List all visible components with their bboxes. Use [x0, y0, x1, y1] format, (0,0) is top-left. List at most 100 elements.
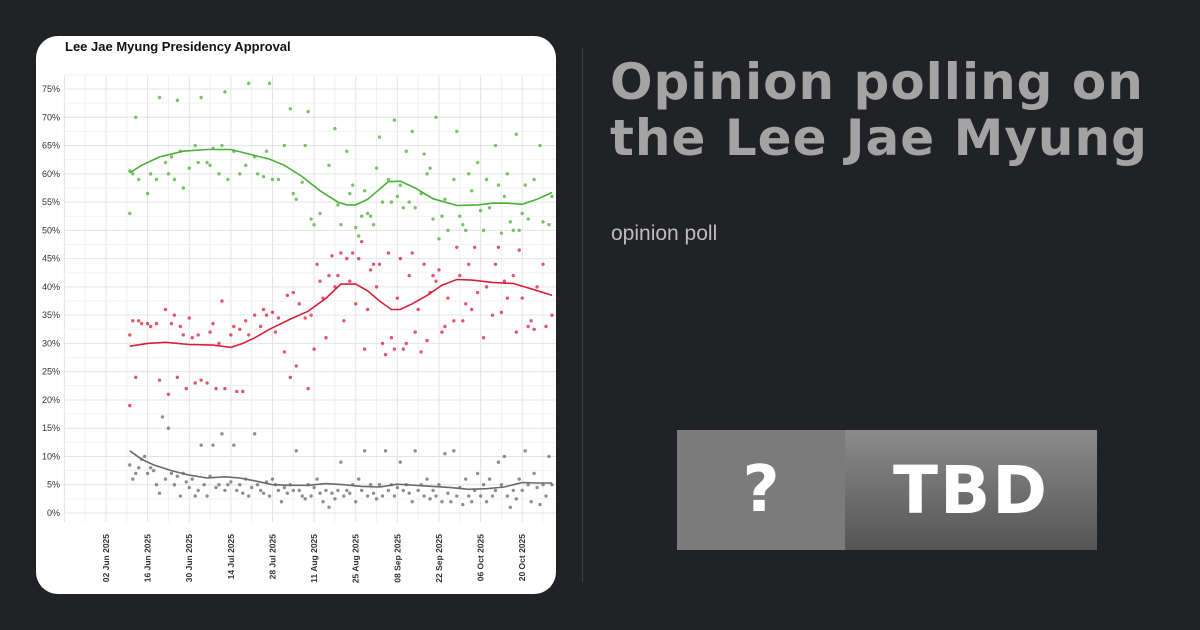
- poll-point: [535, 485, 539, 490]
- poll-point: [199, 95, 203, 100]
- poll-point: [455, 494, 459, 498]
- poll-point: [469, 189, 474, 193]
- poll-point: [407, 273, 411, 278]
- poll-point: [131, 319, 135, 323]
- poll-point: [467, 172, 471, 176]
- trend-line: [129, 450, 552, 491]
- poll-point: [502, 454, 507, 459]
- poll-point: [163, 307, 168, 312]
- poll-point: [547, 454, 551, 459]
- poll-point: [321, 499, 325, 504]
- poll-point: [392, 347, 397, 351]
- poll-point: [232, 443, 236, 447]
- poll-point: [128, 211, 132, 216]
- poll-point: [178, 494, 183, 498]
- poll-point: [184, 386, 188, 391]
- poll-point: [386, 488, 391, 493]
- poll-point: [535, 285, 539, 289]
- poll-point: [348, 491, 352, 495]
- poll-point: [365, 211, 370, 216]
- poll-point: [410, 129, 414, 134]
- poll-point: [377, 262, 382, 266]
- poll-point: [244, 163, 248, 168]
- poll-point: [374, 497, 379, 501]
- poll-point: [511, 488, 516, 493]
- poll-point: [205, 381, 209, 385]
- poll-point: [547, 222, 551, 227]
- poll-point: [345, 488, 349, 493]
- poll-point: [169, 471, 174, 476]
- poll-point: [252, 313, 257, 317]
- poll-point: [205, 494, 209, 498]
- poll-point: [327, 505, 331, 510]
- poll-point: [371, 222, 376, 227]
- poll-point: [428, 166, 432, 170]
- poll-point: [359, 214, 364, 218]
- poll-point: [362, 189, 367, 193]
- poll-point: [410, 499, 414, 504]
- poll-point: [374, 285, 379, 289]
- poll-point: [134, 115, 138, 119]
- poll-point: [255, 172, 260, 176]
- poll-point: [318, 491, 322, 495]
- poll-point: [425, 338, 429, 343]
- poll-point: [413, 330, 417, 334]
- poll-point: [193, 494, 197, 498]
- poll-point: [398, 183, 403, 187]
- poll-point: [431, 273, 435, 278]
- poll-point: [169, 155, 174, 159]
- poll-point: [166, 426, 171, 430]
- y-tick-label: 40%: [42, 282, 60, 292]
- poll-point: [258, 488, 263, 493]
- poll-point: [368, 483, 373, 487]
- poll-point: [368, 268, 373, 272]
- poll-point: [392, 118, 397, 122]
- poll-point: [413, 449, 417, 453]
- poll-point: [264, 149, 269, 153]
- poll-point: [336, 203, 340, 207]
- y-tick-label: 15%: [42, 423, 60, 433]
- poll-point: [333, 126, 337, 131]
- poll-point: [354, 499, 358, 504]
- x-tick-label: 20 Oct 2025: [517, 534, 527, 582]
- poll-point: [181, 186, 185, 190]
- poll-point: [461, 319, 465, 323]
- poll-point: [137, 177, 141, 182]
- poll-point: [303, 497, 307, 501]
- y-tick-label: 55%: [42, 197, 60, 207]
- x-tick-label: 11 Aug 2025: [309, 534, 319, 583]
- poll-point: [276, 177, 281, 182]
- poll-point: [455, 129, 459, 134]
- poll-point: [484, 285, 489, 289]
- x-tick-label: 28 Jul 2025: [267, 534, 277, 580]
- poll-point: [315, 477, 319, 481]
- poll-point: [440, 499, 444, 504]
- poll-point: [196, 333, 200, 337]
- poll-point: [458, 273, 462, 278]
- poll-point: [214, 485, 218, 490]
- poll-point: [306, 386, 310, 391]
- vertical-divider: [582, 48, 583, 582]
- poll-point: [241, 491, 245, 495]
- poll-point: [419, 350, 423, 354]
- poll-point: [166, 392, 171, 396]
- poll-point: [255, 483, 260, 487]
- poll-point: [339, 251, 343, 255]
- poll-point: [395, 485, 400, 490]
- chart-card: Lee Jae Myung Presidency Approval 0% 5% 10…: [36, 36, 556, 594]
- poll-point: [520, 296, 524, 300]
- poll-point: [380, 341, 385, 346]
- poll-point: [336, 273, 340, 278]
- poll-point: [196, 488, 200, 493]
- poll-point: [434, 279, 438, 283]
- poll-point: [404, 341, 408, 346]
- poll-point: [502, 279, 507, 283]
- poll-point: [261, 307, 266, 312]
- poll-point: [330, 491, 334, 495]
- poll-point: [490, 494, 495, 498]
- poll-point: [407, 200, 411, 204]
- poll-point: [351, 251, 355, 255]
- badge-tbd-label: TBD: [845, 430, 1097, 550]
- x-tick-label: 08 Sep 2025: [392, 534, 402, 583]
- poll-point: [475, 160, 480, 165]
